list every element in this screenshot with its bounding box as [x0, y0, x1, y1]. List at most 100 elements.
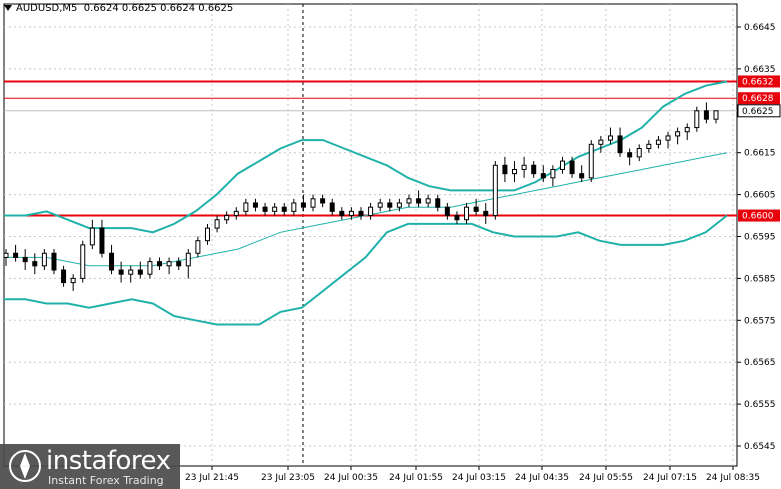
candle-body: [607, 135, 613, 141]
candle-body: [32, 261, 38, 267]
candle: [368, 202, 374, 220]
candle-body: [224, 215, 230, 221]
candle-body: [377, 202, 383, 208]
y-tick-label: 0.6565: [744, 358, 776, 368]
candle: [425, 194, 431, 208]
candle: [627, 148, 633, 166]
y-tick-label: 0.6635: [744, 65, 776, 75]
candle-body: [416, 198, 422, 204]
candle-body: [368, 206, 374, 217]
candle: [703, 102, 709, 124]
logo-brand: instaforex: [46, 446, 171, 476]
candle: [559, 156, 565, 174]
time-axis: 23 Jul 21:45 23 Jul 23:05 24 Jul 00:35 24 J…: [185, 466, 760, 483]
watermark-logo: instaforex Instant Forex Trading: [0, 444, 180, 489]
candle-body: [109, 252, 115, 271]
level-tag: [738, 75, 780, 88]
candle-body: [435, 198, 441, 208]
candle: [655, 135, 661, 149]
candle-body: [694, 110, 700, 129]
level-lines: [4, 80, 737, 217]
candle-body: [348, 210, 354, 217]
candle: [157, 257, 163, 271]
chart-header: AUDUSD,M5 0.6624 0.6625 0.6624 0.6625: [4, 3, 233, 14]
candle-body: [483, 210, 489, 217]
candle-body: [655, 139, 661, 145]
candle: [291, 198, 297, 216]
y-tick-label: 0.6615: [744, 149, 776, 159]
y-tick-label: 0.6595: [744, 233, 776, 243]
candle: [147, 257, 153, 279]
candle: [617, 127, 623, 157]
candle: [51, 249, 57, 275]
candle-body: [51, 252, 57, 271]
candle-body: [473, 206, 479, 212]
candle: [243, 198, 249, 216]
candle-body: [425, 198, 431, 204]
candle-body: [320, 198, 326, 204]
y-tick-label: 0.6555: [744, 400, 776, 410]
level-tag-label: 0.6600: [742, 212, 774, 222]
candle: [607, 127, 613, 145]
candle-body: [598, 139, 604, 145]
candle: [675, 127, 681, 145]
candle: [339, 207, 345, 220]
candle: [224, 211, 230, 224]
candle: [70, 274, 76, 291]
band-lower: [4, 214, 728, 326]
y-tick-label: 0.6545: [744, 442, 776, 452]
candle-body: [128, 269, 134, 275]
candle: [406, 194, 412, 208]
candle: [300, 194, 306, 212]
y-tick-label: 0.6585: [744, 274, 776, 284]
dropdown-arrow-icon[interactable]: [4, 5, 12, 11]
candle-body: [617, 135, 623, 154]
candle: [579, 165, 585, 183]
candle-body: [636, 148, 642, 158]
candle-body: [703, 110, 709, 120]
candle: [166, 257, 172, 275]
candle: [521, 156, 527, 178]
candle-body: [262, 206, 268, 212]
candle-body: [157, 261, 163, 267]
candle-body: [665, 135, 671, 141]
candle-body: [118, 269, 124, 275]
x-tick-label: 23 Jul 21:45: [185, 473, 239, 483]
candle: [377, 198, 383, 212]
candle-body: [627, 152, 633, 158]
symbol-label: AUDUSD,M5: [16, 3, 78, 14]
candle-body: [89, 227, 95, 246]
candle: [80, 240, 86, 283]
candle: [272, 202, 278, 216]
candle-body: [310, 198, 316, 208]
candle-body: [233, 210, 239, 217]
candle: [502, 156, 508, 183]
candle-body: [61, 269, 67, 284]
candle-body: [559, 160, 565, 170]
candle-body: [291, 202, 297, 212]
logo-tagline: Instant Forex Trading: [48, 474, 164, 487]
candle: [550, 165, 556, 187]
candle-body: [22, 256, 28, 263]
plot-frame: [3, 3, 738, 467]
candle-body: [454, 215, 460, 221]
candle-body: [137, 269, 143, 275]
candle: [416, 190, 422, 208]
candle: [128, 265, 134, 283]
candle: [512, 161, 518, 183]
candle: [348, 207, 354, 220]
candle: [387, 198, 393, 212]
candle: [3, 249, 9, 266]
candle-body: [147, 261, 153, 275]
chart-grid: [3, 3, 738, 467]
candle-body: [387, 202, 393, 208]
candle: [176, 257, 182, 271]
x-tick-label: 24 Jul 08:35: [706, 473, 760, 483]
x-tick-label: 24 Jul 01:55: [389, 473, 443, 483]
candle: [185, 249, 191, 279]
candle-body: [512, 168, 518, 175]
candle-body: [214, 219, 220, 229]
candle-body: [13, 252, 19, 258]
candle-body: [531, 164, 537, 175]
